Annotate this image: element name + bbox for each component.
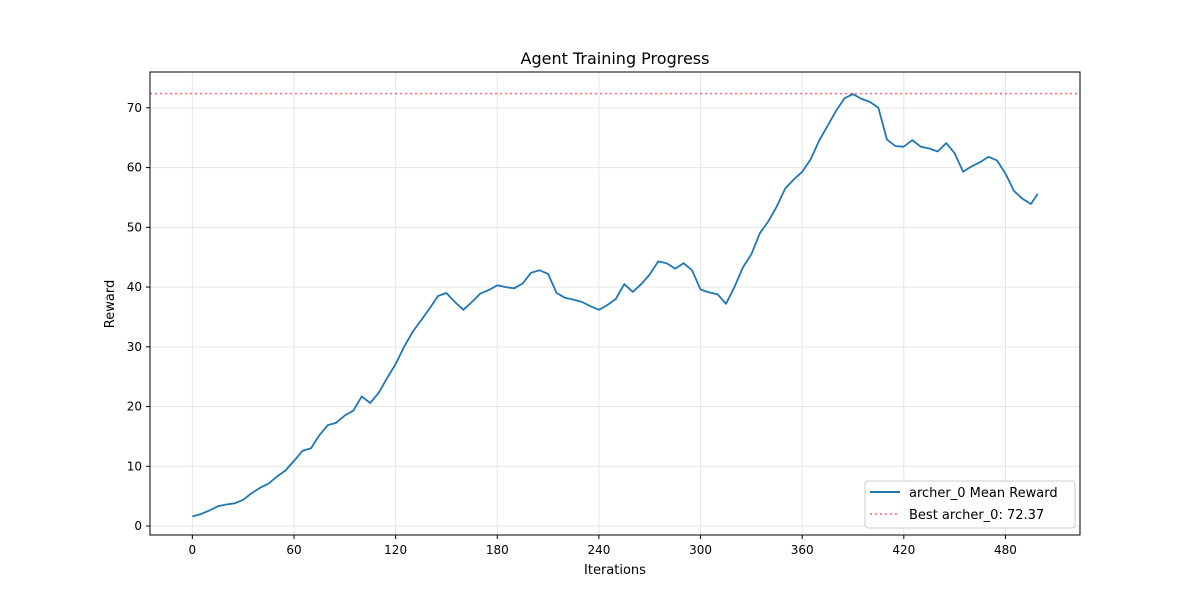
x-tick-label: 480 (994, 543, 1017, 557)
x-tick-label: 420 (892, 543, 915, 557)
y-tick-label: 70 (127, 101, 142, 115)
x-tick-label: 360 (791, 543, 814, 557)
x-tick-label: 180 (486, 543, 509, 557)
y-tick-label: 60 (127, 161, 142, 175)
x-tick-label: 0 (189, 543, 197, 557)
x-tick-label: 120 (384, 543, 407, 557)
y-axis-label: Reward (103, 280, 118, 328)
series-lines (192, 93, 1039, 518)
chart-title: Agent Training Progress (521, 49, 710, 68)
x-tick-label: 240 (587, 543, 610, 557)
y-tick-label: 30 (127, 340, 142, 354)
legend: archer_0 Mean Reward Best archer_0: 72.3… (864, 480, 1076, 529)
legend-label-best: Best archer_0: 72.37 (909, 508, 1044, 523)
y-axis-ticks: 0 10 20 30 40 50 60 70 (127, 101, 150, 533)
x-tick-label: 300 (689, 543, 712, 557)
y-tick-label: 0 (134, 519, 142, 533)
y-tick-label: 10 (127, 459, 142, 473)
y-tick-label: 50 (127, 220, 142, 234)
mean-reward-line (192, 93, 1039, 518)
x-tick-label: 60 (286, 543, 301, 557)
y-tick-label: 40 (127, 280, 142, 294)
y-tick-label: 20 (127, 400, 142, 414)
x-axis-ticks: 0 60 120 180 240 300 360 420 480 (189, 535, 1017, 557)
plot-frame (149, 71, 1081, 536)
legend-box (864, 480, 1076, 529)
legend-label-mean-reward: archer_0 Mean Reward (909, 486, 1058, 501)
x-axis-label: Iterations (584, 563, 646, 578)
